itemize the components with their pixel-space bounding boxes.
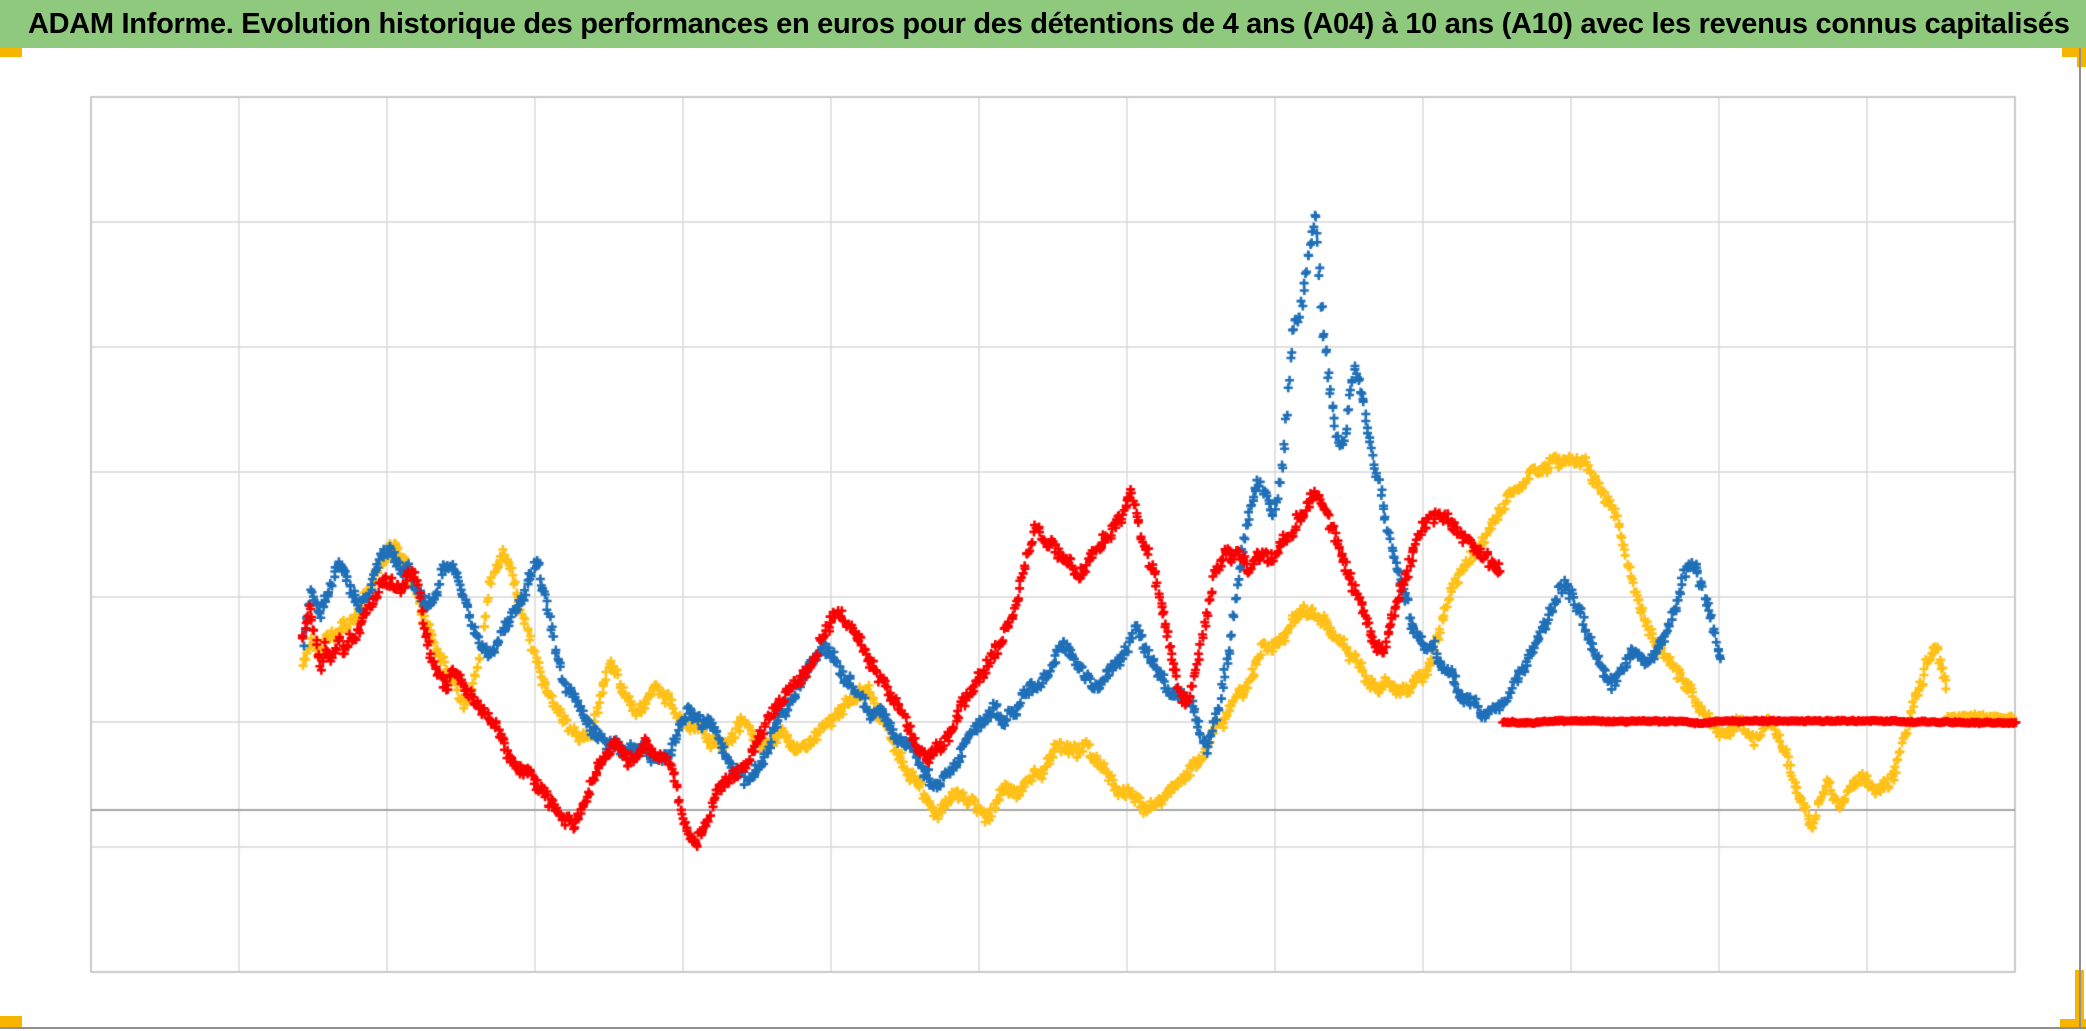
title-bar: ADAM Informe. Evolution historique des p… — [0, 0, 2086, 48]
yellow-corner-mark — [2060, 1019, 2086, 1028]
yellow-corner-mark — [0, 1016, 22, 1027]
page-title: ADAM Informe. Evolution historique des p… — [28, 7, 2070, 40]
window-edge-line — [0, 1027, 2086, 1029]
window-edge-line — [2079, 48, 2081, 1029]
yellow-corner-mark — [2077, 48, 2086, 67]
yellow-corner-mark — [2062, 48, 2086, 57]
yellow-corner-mark — [0, 48, 22, 57]
